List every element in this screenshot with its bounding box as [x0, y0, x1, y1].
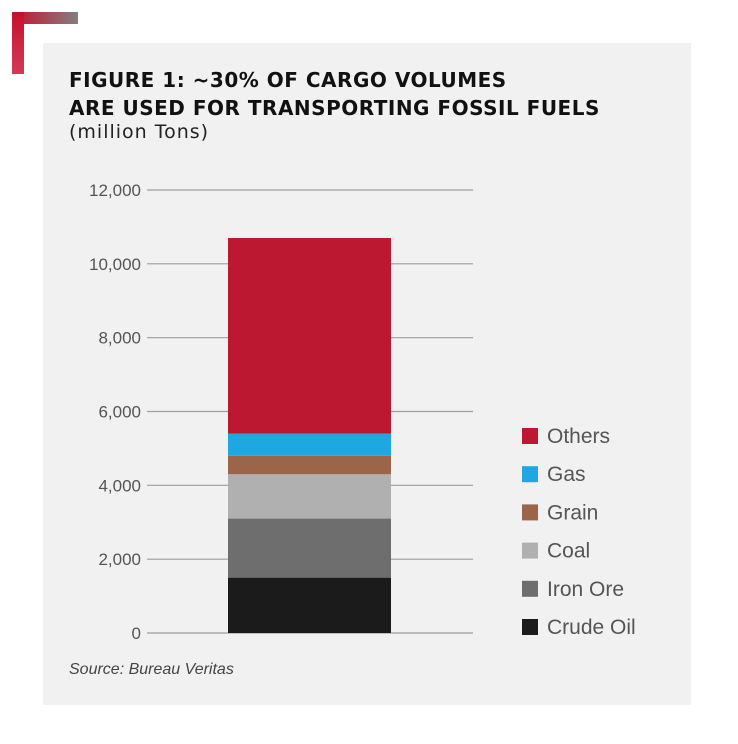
- legend-label-iron-ore: Iron Ore: [547, 578, 624, 601]
- legend-label-others: Others: [547, 425, 610, 448]
- y-tick-label: 8,000: [98, 329, 141, 348]
- y-tick-label: 6,000: [98, 403, 141, 422]
- legend-label-grain: Grain: [547, 501, 598, 524]
- corner-accent-bracket: [12, 12, 78, 74]
- y-tick-label: 10,000: [89, 255, 141, 274]
- legend-swatch-coal: [522, 542, 538, 559]
- bar-segment-grain: [228, 455, 391, 475]
- legend-swatch-iron-ore: [522, 580, 538, 597]
- corner-accent-left-bar: [12, 12, 24, 74]
- bar-segment-coal: [228, 474, 391, 519]
- source-note: Source: Bureau Veritas: [69, 661, 234, 678]
- corner-accent-top-bar: [12, 12, 78, 24]
- bar-segment-others: [228, 237, 391, 434]
- figure-subtitle: (million Tons): [69, 121, 210, 143]
- bar-segment-iron-ore: [228, 518, 391, 578]
- y-tick-label: 0: [132, 624, 141, 643]
- y-tick-label: 2,000: [98, 550, 141, 569]
- bar-segment-crude-oil: [228, 577, 391, 633]
- gridlines: 0 2,000 4,000 6,000 8,000 10,000 12,000: [89, 181, 473, 643]
- chart-legend: Others Gas Grain Coal Iron Ore Crude Oil: [522, 425, 636, 639]
- figure-title-line-2: ARE USED FOR TRANSPORTING FOSSIL FUELS: [69, 96, 600, 120]
- legend-swatch-crude-oil: [522, 619, 538, 635]
- stacked-bar-chart: 0 2,000 4,000 6,000 8,000 10,000 12,000 Others…: [89, 181, 636, 643]
- y-tick-label: 4,000: [98, 476, 141, 495]
- figure-title-line-1: FIGURE 1: ~30% OF CARGO VOLUMES: [69, 68, 507, 92]
- figure-card: FIGURE 1: ~30% OF CARGO VOLUMES ARE USED…: [43, 43, 691, 705]
- legend-label-coal: Coal: [547, 540, 590, 563]
- legend-swatch-grain: [522, 504, 538, 521]
- stacked-bar: [228, 237, 391, 633]
- y-tick-label: 12,000: [89, 181, 141, 200]
- figure-title: FIGURE 1: ~30% OF CARGO VOLUMES ARE USED…: [69, 66, 600, 122]
- legend-swatch-others: [522, 428, 538, 444]
- legend-label-gas: Gas: [547, 463, 586, 486]
- legend-swatch-gas: [522, 466, 538, 483]
- bar-segment-gas: [228, 433, 391, 456]
- legend-label-crude-oil: Crude Oil: [547, 616, 636, 639]
